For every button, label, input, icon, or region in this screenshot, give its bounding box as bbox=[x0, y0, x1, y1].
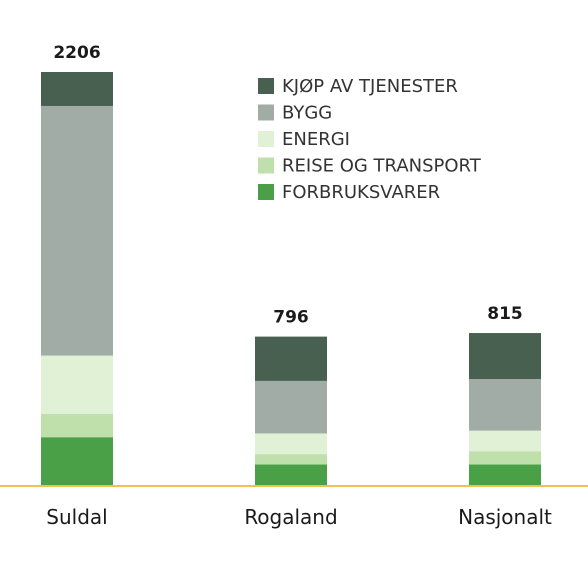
bar-segment-rogaland-3 bbox=[255, 380, 327, 434]
legend-entry: KJØP AV TJENESTER bbox=[282, 76, 458, 97]
bar-segment-nasjonalt-1 bbox=[469, 451, 541, 465]
bar-segment-nasjonalt-3 bbox=[469, 379, 541, 431]
bar-segment-rogaland-1 bbox=[255, 454, 327, 465]
bar-segment-rogaland-0 bbox=[255, 464, 327, 486]
legend-entry: ENERGI bbox=[282, 129, 350, 150]
bar-segment-suldal-3 bbox=[41, 105, 113, 356]
bar-segment-suldal-0 bbox=[41, 437, 113, 486]
category-label: Rogaland bbox=[244, 505, 337, 529]
bar-segment-rogaland-2 bbox=[255, 433, 327, 455]
legend-swatch bbox=[258, 78, 274, 94]
category-label: Suldal bbox=[46, 505, 107, 529]
legend-entry: FORBRUKSVARER bbox=[282, 182, 440, 203]
bar-segment-nasjonalt-0 bbox=[469, 464, 541, 486]
legend-swatch bbox=[258, 184, 274, 200]
category-label: Nasjonalt bbox=[458, 505, 552, 529]
bar-segment-suldal-2 bbox=[41, 355, 113, 414]
legend-swatch bbox=[258, 157, 274, 174]
legend-swatch bbox=[258, 131, 274, 147]
bar-segment-rogaland-4 bbox=[255, 336, 327, 381]
legend-entry: REISE OG TRANSPORT bbox=[282, 156, 482, 177]
total-label: 815 bbox=[487, 304, 523, 324]
total-label: 796 bbox=[273, 308, 309, 328]
bar-segment-suldal-4 bbox=[41, 72, 113, 106]
bar-segment-nasjonalt-2 bbox=[469, 430, 541, 452]
bar-segment-nasjonalt-4 bbox=[469, 333, 541, 380]
total-label: 2206 bbox=[53, 43, 100, 63]
legend-swatch bbox=[258, 104, 274, 121]
bar-segment-suldal-1 bbox=[41, 413, 113, 438]
legend-entry: BYGG bbox=[282, 103, 332, 124]
